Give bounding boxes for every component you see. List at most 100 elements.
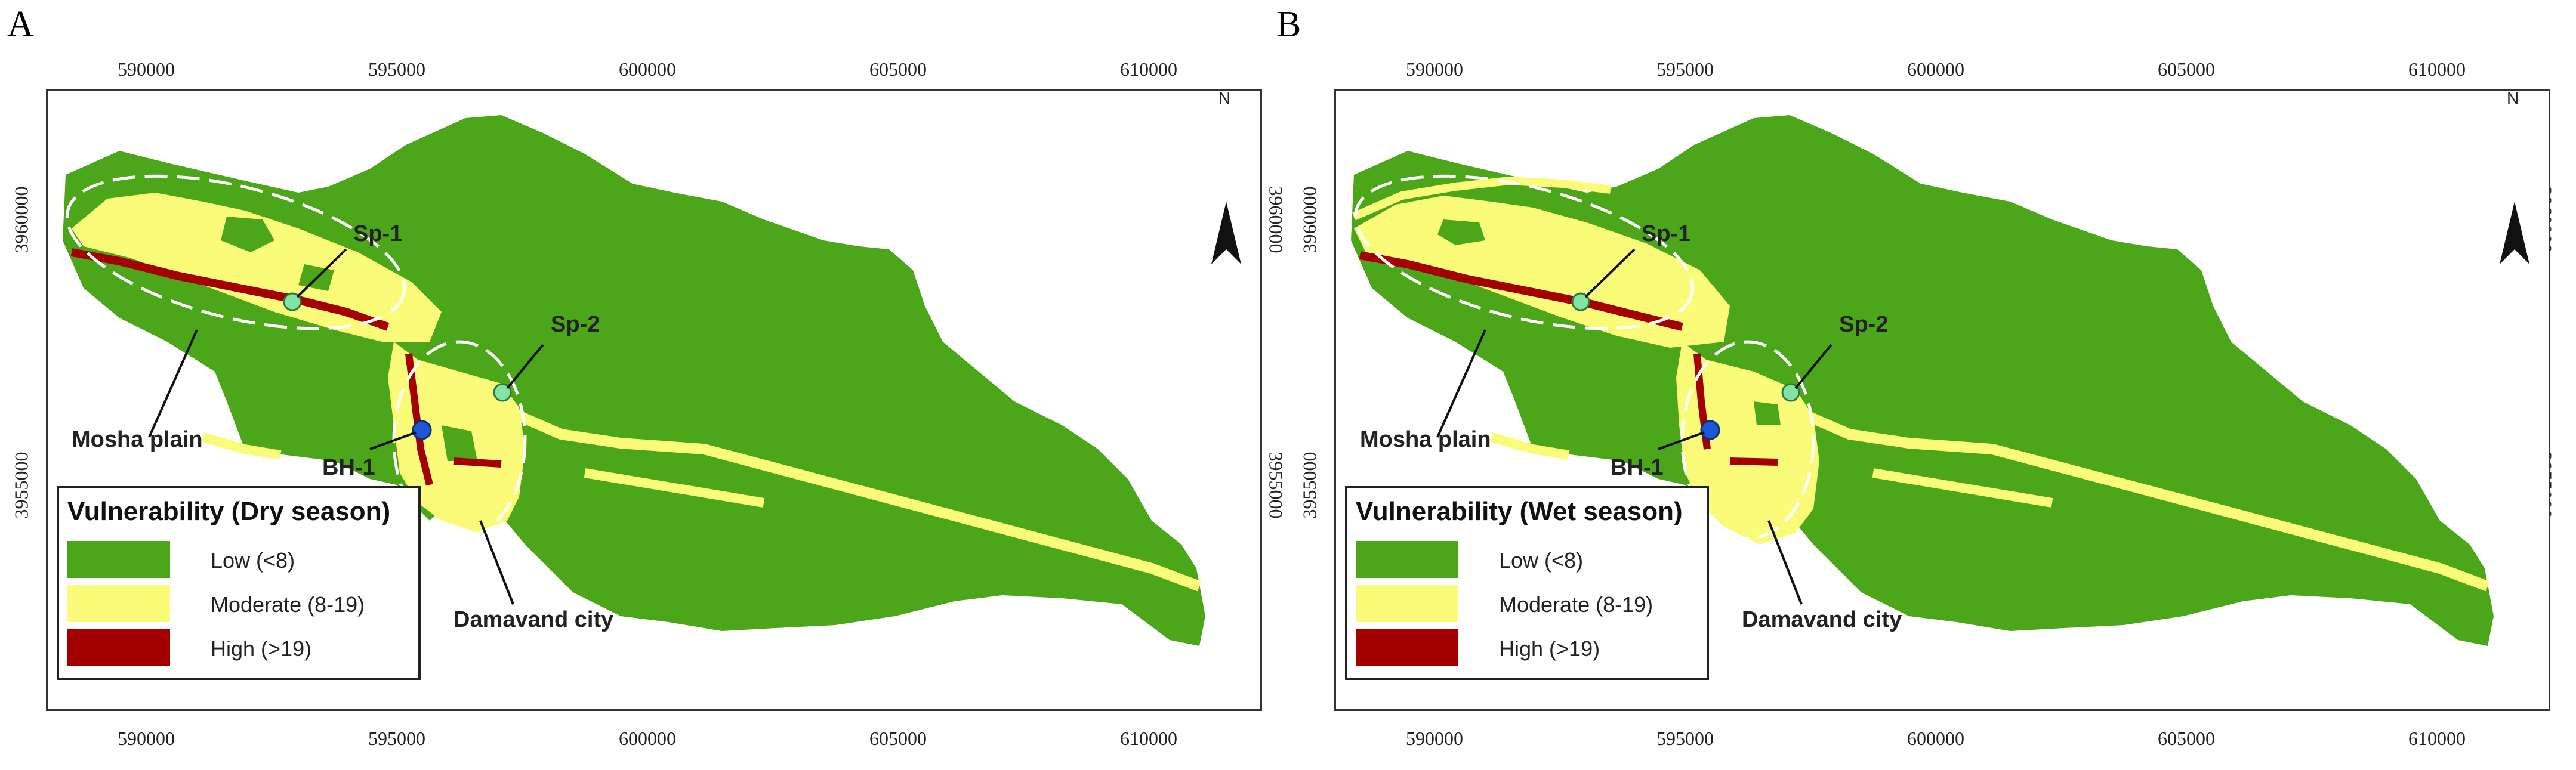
north-arrow-icon — [2500, 202, 2529, 264]
y-tick-right: 3955000 — [1265, 452, 1287, 519]
high-vulnerability-band — [1729, 457, 1778, 466]
high-vulnerability-band — [453, 457, 502, 468]
stream-line — [1352, 176, 1611, 221]
low-vulnerability-patch — [1437, 219, 1485, 245]
annotation-arrow — [296, 248, 347, 298]
low-vulnerability-patch — [221, 217, 274, 252]
x-tick-bottom: 605000 — [2158, 728, 2215, 749]
legend-row-moderate: Moderate (8-19) — [1356, 585, 1702, 623]
panel-label: B — [1276, 4, 1301, 45]
x-tick-bottom: 605000 — [869, 728, 927, 749]
road-segment — [1872, 468, 2053, 508]
legend-label: Moderate (8-19) — [1499, 592, 1653, 617]
damavand-city-label: Damavand city — [454, 607, 614, 632]
mosha-plain-outline — [65, 174, 406, 330]
x-tick-bottom: 595000 — [1656, 728, 1714, 749]
x-tick-bottom: 610000 — [1120, 728, 1177, 749]
borehole-bh1-point — [412, 420, 432, 440]
legend-swatch — [67, 629, 170, 666]
legend-swatch — [67, 585, 170, 622]
high-vulnerability-band — [70, 248, 390, 331]
low-vulnerability-patch — [442, 425, 477, 461]
y-tick-left: 3955000 — [1298, 452, 1321, 519]
x-tick-top: 610000 — [2408, 58, 2466, 80]
legend-title: Vulnerability (Dry season) — [67, 497, 391, 526]
x-tick-bottom: 610000 — [2408, 728, 2466, 749]
map-panel-b: B 590000 595000 600000 605000 610000 590… — [1276, 0, 2576, 770]
annotation-arrow — [1767, 520, 1803, 605]
legend-swatch — [1356, 585, 1458, 622]
vulnerability-map — [1351, 115, 2494, 646]
x-tick-top: 595000 — [1656, 58, 1714, 80]
legend-label: Moderate (8-19) — [211, 592, 365, 617]
legend: Vulnerability (Dry season) Low (<8) Mode… — [57, 486, 421, 680]
road-segment — [201, 432, 282, 460]
legend-row-high: High (>19) — [67, 629, 414, 667]
x-tick-top: 590000 — [1406, 58, 1463, 80]
north-label: N — [1218, 89, 1231, 107]
legend-swatch — [1356, 541, 1458, 578]
bh1-label: BH-1 — [1611, 455, 1664, 480]
annotation-arrow — [369, 431, 417, 450]
x-tick-top: 600000 — [619, 58, 676, 80]
legend-row-high: High (>19) — [1356, 629, 1702, 667]
spring-sp2-point — [493, 383, 512, 402]
north-arrow-icon — [1211, 202, 1241, 264]
map-frame: N Sp-1 Sp-2 BH-1 Mosha plain Damavand ci… — [1334, 89, 2550, 711]
x-tick-bottom: 590000 — [118, 728, 175, 749]
sp1-label: Sp-1 — [353, 221, 403, 246]
legend-title: Vulnerability (Wet season) — [1356, 497, 1683, 526]
legend-label: Low (<8) — [1499, 548, 1584, 573]
damavand-city-label: Damavand city — [1742, 607, 1902, 632]
moderate-vulnerability-area — [72, 193, 442, 342]
x-tick-bottom: 590000 — [1406, 728, 1463, 749]
road-segment — [1489, 432, 1570, 460]
annotation-arrow — [506, 344, 544, 389]
legend-label: High (>19) — [211, 636, 312, 661]
low-vulnerability-patch — [1754, 401, 1781, 425]
map-panel-a: A 590000 595000 600000 605000 610000 590… — [7, 4, 1287, 749]
sp1-label: Sp-1 — [1642, 221, 1691, 246]
x-tick-top: 605000 — [2158, 58, 2215, 80]
north-label: N — [2507, 89, 2519, 107]
legend-row-low: Low (<8) — [1356, 541, 1702, 579]
borehole-bh1-point — [1700, 420, 1720, 440]
y-tick-left: 3955000 — [10, 452, 32, 519]
x-tick-top: 600000 — [1907, 58, 1964, 80]
vulnerability-map — [63, 115, 1205, 646]
annotation-arrow — [1436, 329, 1486, 438]
x-tick-top: 605000 — [869, 58, 927, 80]
legend-swatch — [1356, 629, 1458, 666]
x-tick-top: 595000 — [368, 58, 425, 80]
x-tick-top: 610000 — [1120, 58, 1177, 80]
road-segment — [584, 468, 765, 508]
panel-label: A — [7, 4, 34, 45]
legend-row-moderate: Moderate (8-19) — [67, 585, 414, 623]
spring-sp1-point — [1571, 292, 1590, 311]
x-tick-bottom: 600000 — [619, 728, 676, 749]
spring-sp1-point — [283, 292, 302, 311]
annotation-arrow — [148, 329, 198, 438]
spring-sp2-point — [1781, 383, 1800, 402]
y-tick-left: 3960000 — [1298, 186, 1321, 253]
mosha-plain-label: Mosha plain — [72, 427, 203, 452]
legend-swatch — [67, 541, 170, 578]
annotation-arrow — [1658, 431, 1705, 450]
x-tick-bottom: 595000 — [368, 728, 425, 749]
mosha-plain-outline — [1353, 174, 1695, 330]
x-tick-bottom: 600000 — [1907, 728, 1964, 749]
legend-label: High (>19) — [1499, 636, 1600, 661]
y-tick-right: 3960000 — [1265, 186, 1287, 253]
legend-row-low: Low (<8) — [67, 541, 414, 579]
annotation-arrow — [1794, 344, 1832, 389]
low-vulnerability-area — [63, 115, 1205, 646]
annotation-arrow — [1584, 248, 1636, 298]
high-vulnerability-band — [1359, 251, 1683, 331]
legend: Vulnerability (Wet season) Low (<8) Mode… — [1345, 486, 1709, 680]
annotation-arrow — [479, 520, 514, 605]
legend-label: Low (<8) — [211, 548, 295, 573]
x-tick-top: 590000 — [118, 58, 175, 80]
y-tick-left: 3960000 — [10, 186, 32, 253]
sp2-label: Sp-2 — [551, 312, 600, 337]
sp2-label: Sp-2 — [1839, 312, 1889, 337]
